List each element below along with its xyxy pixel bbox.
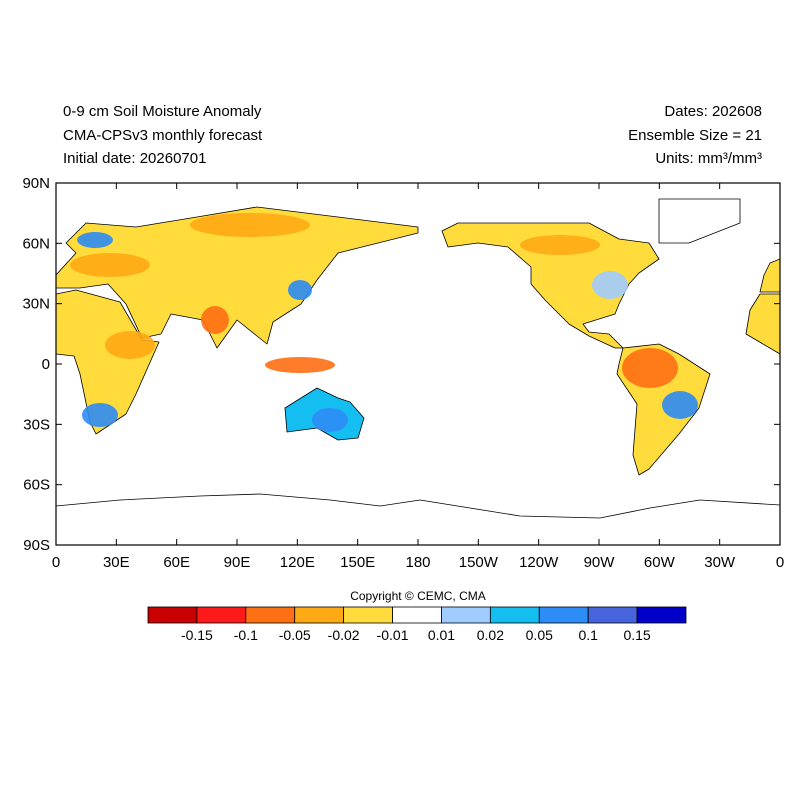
colorbar-label: 0.05 (526, 627, 553, 643)
lon-label: 150E (340, 554, 375, 571)
ensemble-size: Ensemble Size = 21 (628, 127, 762, 144)
colorbar-swatch (392, 606, 442, 624)
lon-label: 30E (103, 554, 130, 571)
colorbar-label: 0.02 (477, 627, 504, 643)
title: 0-9 cm Soil Moisture Anomaly (63, 103, 262, 120)
lon-label: 90E (224, 554, 251, 571)
map: 90N 60N 30N 0 30S 60S 90S 0 30E 60E 90E 120E 150E 18… (22, 175, 784, 571)
lon-label: 120E (280, 554, 315, 571)
colorbar-label: -0.15 (181, 627, 213, 643)
lon-label: 30W (704, 554, 736, 571)
lon-label: 0 (52, 554, 60, 571)
colorbar-swatch (294, 606, 345, 624)
lat-label: 0 (42, 356, 50, 373)
lon-label: 120W (519, 554, 559, 571)
lat-axis: 90N 60N 30N 0 30S 60S 90S (22, 175, 780, 554)
africa (56, 289, 160, 435)
units: Units: mm³/mm³ (655, 150, 762, 167)
subtitle: CMA-CPSv3 monthly forecast (63, 127, 263, 144)
anomaly-patches (70, 213, 698, 432)
colorbar-label: -0.1 (234, 627, 258, 643)
lat-label: 60S (23, 477, 50, 494)
eurasia (56, 206, 419, 349)
colorbar-label: -0.05 (279, 627, 311, 643)
colorbar-swatch (587, 606, 638, 624)
lon-label: 60W (644, 554, 676, 571)
africa-west (745, 293, 780, 355)
colorbar-swatch (196, 606, 247, 624)
colorbar-swatch (343, 606, 393, 624)
lon-label: 60E (163, 554, 190, 571)
colorbar-swatch (538, 606, 589, 624)
colorbar-label: 0.01 (428, 627, 455, 643)
colorbar-label: -0.01 (377, 627, 409, 643)
lat-label: 90N (22, 175, 50, 192)
initial-date: Initial date: 20260701 (63, 150, 206, 167)
land (56, 198, 780, 545)
lon-label: 0 (776, 554, 784, 571)
colorbar: -0.15 -0.1 -0.05 -0.02 -0.01 0.01 0.02 0.05 0.1 0… (147, 606, 687, 643)
greenland (658, 198, 741, 244)
europe-west (759, 258, 780, 293)
antarctica (56, 493, 780, 545)
lon-label: 180 (405, 554, 430, 571)
colorbar-swatch (489, 606, 540, 624)
copyright: Copyright © CEMC, CMA (350, 589, 486, 603)
lat-label: 90S (23, 537, 50, 554)
north-america (441, 222, 660, 349)
colorbar-swatch (636, 606, 687, 624)
lat-label: 60N (22, 235, 50, 252)
lon-axis: 0 30E 60E 90E 120E 150E 180 150W 120W 90W 60W 30W 0 (52, 183, 784, 571)
colorbar-label: -0.02 (328, 627, 360, 643)
colorbar-label: 0.15 (623, 627, 650, 643)
lat-label: 30S (23, 416, 50, 433)
colorbar-swatch (147, 606, 198, 624)
lon-label: 150W (459, 554, 499, 571)
colorbar-swatch (245, 606, 296, 624)
dates: Dates: 202608 (664, 103, 762, 120)
colorbar-label: 0.1 (578, 627, 598, 643)
lat-label: 30N (22, 296, 50, 313)
lon-label: 90W (584, 554, 616, 571)
colorbar-swatch (441, 606, 491, 624)
